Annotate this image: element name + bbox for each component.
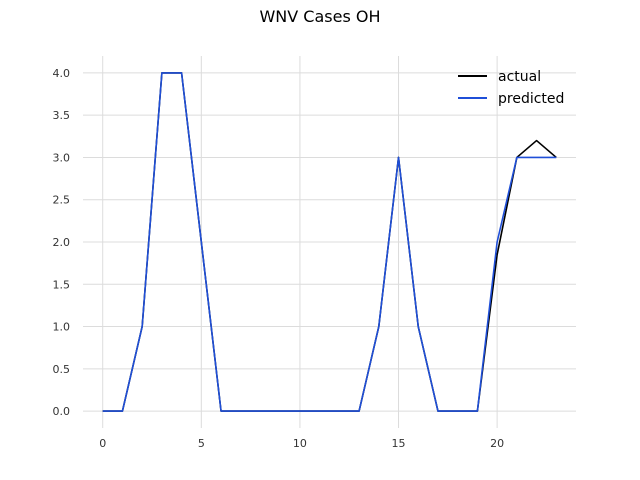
x-tick-label: 15	[392, 437, 406, 450]
y-tick-label: 3.0	[53, 151, 71, 164]
x-tick-label: 5	[198, 437, 205, 450]
y-axis-ticks: 0.0 0.5 1.0 1.5 2.0 2.5 3.0 3.5 4.0	[53, 67, 71, 418]
y-tick-label: 2.0	[53, 236, 71, 249]
legend-label-actual: actual	[498, 69, 541, 85]
y-tick-label: 0.0	[53, 405, 71, 418]
x-axis-ticks: 0 5 10 15 20	[99, 437, 504, 450]
legend: actual predicted	[458, 69, 564, 107]
chart-title: WNV Cases OH	[259, 7, 380, 26]
y-tick-label: 0.5	[53, 363, 71, 376]
y-tick-label: 2.5	[53, 194, 71, 207]
series-lines	[102, 72, 557, 412]
x-tick-label: 10	[293, 437, 307, 450]
grid	[83, 56, 576, 428]
x-tick-label: 20	[490, 437, 504, 450]
legend-label-predicted: predicted	[498, 91, 564, 107]
y-tick-label: 4.0	[53, 67, 71, 80]
x-tick-label: 0	[99, 437, 106, 450]
series-line-predicted	[102, 72, 557, 412]
y-tick-label: 1.5	[53, 278, 71, 291]
y-tick-label: 1.0	[53, 321, 71, 334]
y-tick-label: 3.5	[53, 109, 71, 122]
